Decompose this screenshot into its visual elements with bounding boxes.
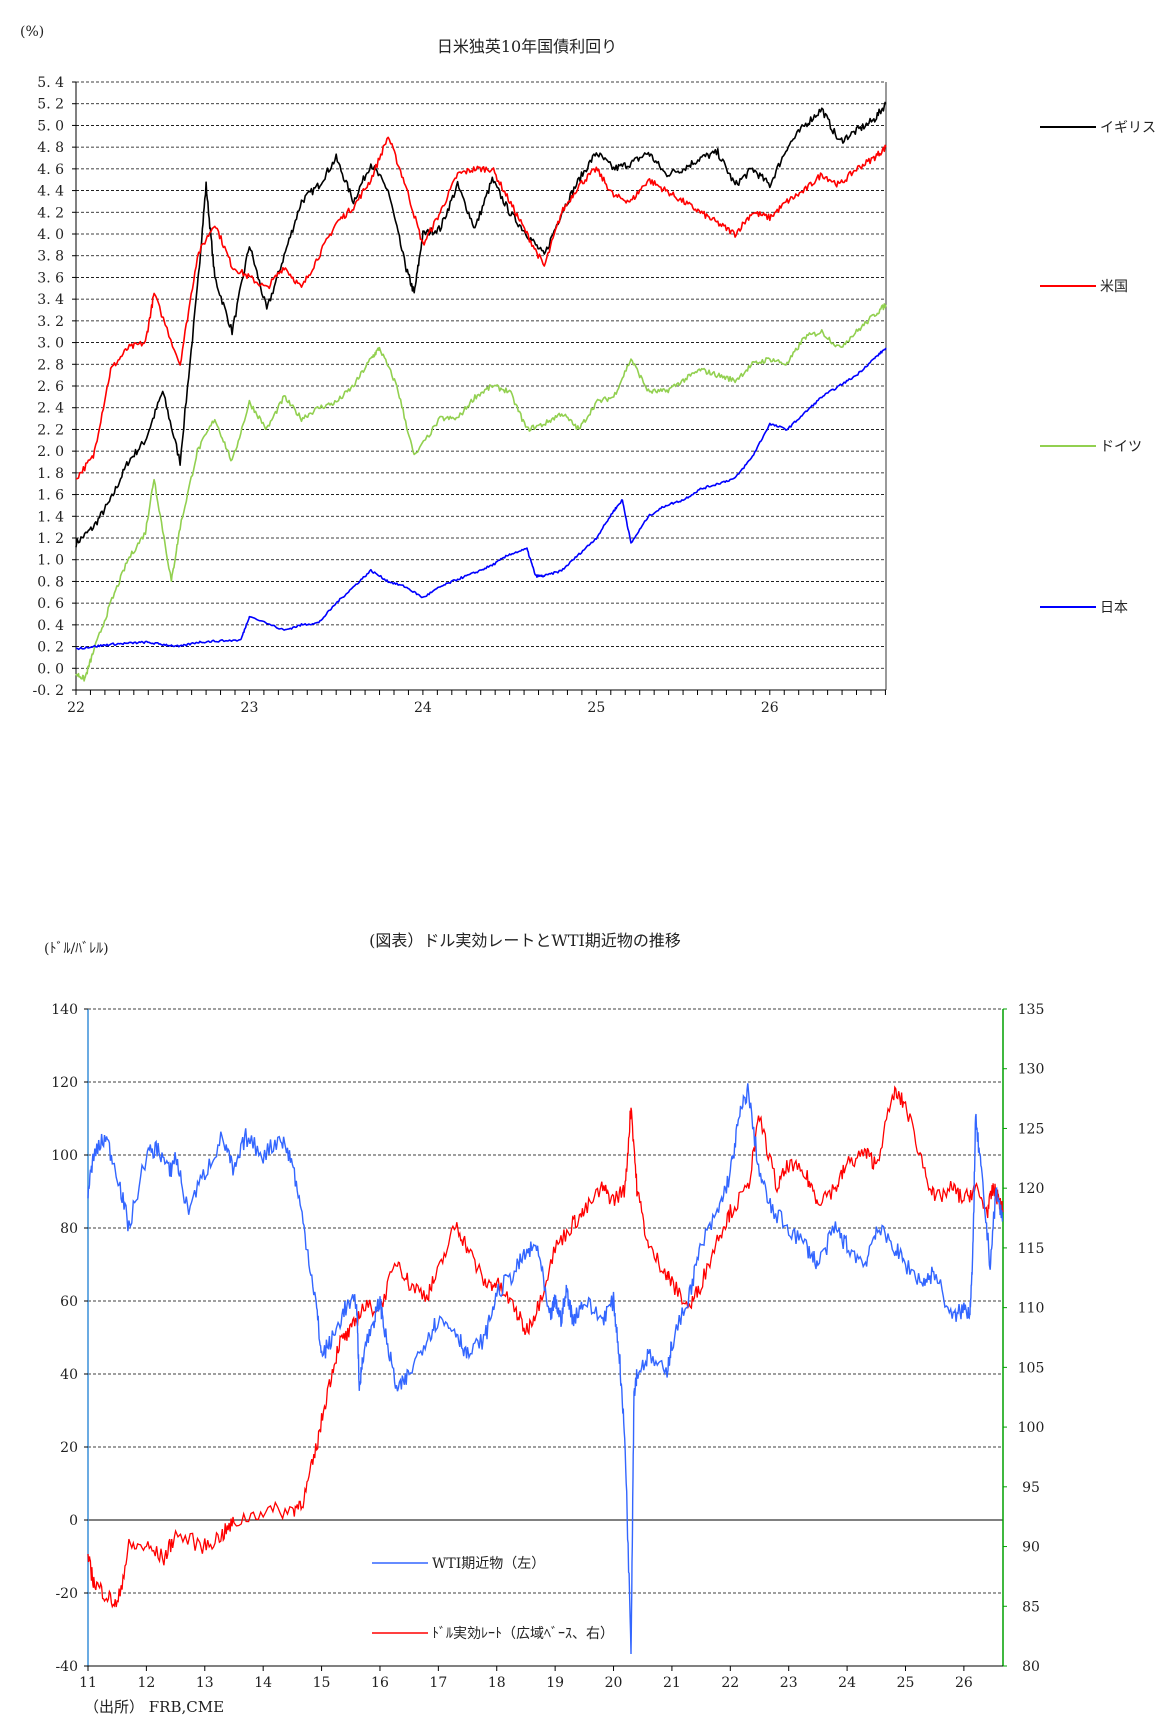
- y-tick-label: 0: [69, 1513, 78, 1529]
- x-tick-label: 23: [780, 1675, 798, 1691]
- y-tick-label: 0. 2: [37, 640, 64, 656]
- y-tick-label: 20: [60, 1440, 78, 1456]
- y-tick-label: 5. 0: [37, 118, 64, 134]
- chart1-legend: イギリス 米国 ドイツ 日本: [1040, 120, 1156, 616]
- y-tick-label: 120: [51, 1075, 78, 1091]
- x-tick-label: 26: [955, 1675, 973, 1691]
- x-tick-label: 12: [137, 1675, 155, 1691]
- y2-tick-label: 125: [1018, 1121, 1045, 1137]
- y-tick-label: 3. 4: [37, 292, 64, 308]
- y2-tick-label: 85: [1022, 1599, 1040, 1615]
- legend-jp-label: 日本: [1100, 600, 1128, 616]
- y-tick-label: 5. 2: [37, 97, 64, 113]
- y2-tick-label: 120: [1018, 1181, 1045, 1197]
- y-tick-label: 3. 0: [37, 336, 64, 352]
- y-tick-label: 5. 4: [37, 75, 64, 91]
- y-tick-label: -0. 2: [33, 683, 64, 699]
- x-tick-label: 22: [721, 1675, 739, 1691]
- x-tick-label: 13: [196, 1675, 214, 1691]
- y-tick-label: 2. 0: [37, 444, 64, 460]
- y2-tick-label: 80: [1022, 1659, 1040, 1675]
- y-tick-label: 4. 0: [37, 227, 64, 243]
- legend-wti-label: WTI期近物（左）: [432, 1556, 545, 1572]
- y-tick-label: 1. 2: [37, 531, 64, 547]
- legend-uk-label: イギリス: [1100, 120, 1156, 136]
- legend-usd-label: ﾄﾞﾙ実効ﾚｰﾄ（広域ﾍﾞｰｽ、右）: [432, 1626, 614, 1642]
- y2-tick-label: 135: [1018, 1002, 1045, 1018]
- y-tick-label: 0. 0: [37, 661, 64, 677]
- y2-tick-label: 90: [1022, 1540, 1040, 1556]
- x-tick-label: 24: [838, 1675, 856, 1691]
- x-tick-label: 23: [241, 700, 259, 716]
- y-tick-label: 1. 0: [37, 553, 64, 569]
- x-tick-label: 25: [587, 700, 605, 716]
- y-tick-label: 40: [60, 1367, 78, 1383]
- y-tick-label: 2. 4: [37, 401, 64, 417]
- legend-de-label: ドイツ: [1100, 439, 1142, 455]
- y-tick-label: 2. 2: [37, 422, 64, 438]
- y-tick-label: 2. 8: [37, 357, 64, 373]
- x-tick-label: 20: [605, 1675, 623, 1691]
- x-tick-label: 17: [429, 1675, 447, 1691]
- series-line: [75, 303, 887, 682]
- series-line: [75, 101, 887, 548]
- x-tick-label: 22: [67, 700, 85, 716]
- x-tick-label: 15: [313, 1675, 331, 1691]
- x-tick-label: 24: [414, 700, 432, 716]
- series-line: [75, 347, 887, 651]
- y2-tick-label: 95: [1022, 1480, 1040, 1496]
- y-tick-label: -20: [55, 1586, 78, 1602]
- y-tick-label: 3. 6: [37, 270, 64, 286]
- x-tick-label: 26: [761, 700, 779, 716]
- x-tick-label: 18: [488, 1675, 506, 1691]
- y-tick-label: 1. 4: [37, 509, 64, 525]
- y2-tick-label: 100: [1018, 1420, 1045, 1436]
- chart1-title: 日米独英10年国債利回り: [437, 37, 617, 56]
- y-tick-label: 4. 2: [37, 205, 64, 221]
- x-tick-label: 19: [546, 1675, 564, 1691]
- y-tick-label: 60: [60, 1294, 78, 1310]
- series-line-wti: [87, 1083, 1004, 1655]
- y-tick-label: 140: [51, 1002, 78, 1018]
- chart2-legend: WTI期近物（左） ﾄﾞﾙ実効ﾚｰﾄ（広域ﾍﾞｰｽ、右）: [372, 1556, 614, 1642]
- chart2-ylabel: (ﾄﾞﾙ/ﾊﾞﾚﾙ): [44, 941, 109, 957]
- y2-tick-label: 130: [1018, 1062, 1045, 1078]
- series-line-usd: [87, 1085, 1004, 1609]
- y2-tick-label: 115: [1018, 1241, 1045, 1257]
- y-tick-label: 1. 6: [37, 488, 64, 504]
- y-tick-label: 4. 6: [37, 162, 64, 178]
- y-tick-label: 4. 8: [37, 140, 64, 156]
- y-tick-label: 0. 6: [37, 596, 64, 612]
- y-tick-label: 1. 8: [37, 466, 64, 482]
- x-tick-label: 21: [663, 1675, 681, 1691]
- y-tick-label: 0. 4: [37, 618, 64, 634]
- y2-tick-label: 105: [1018, 1360, 1045, 1376]
- x-tick-label: 14: [254, 1675, 272, 1691]
- source-note: （出所） FRB,CME: [84, 1698, 225, 1716]
- legend-us-label: 米国: [1100, 279, 1128, 295]
- yield-chart: (%) 日米独英10年国債利回り -0. 2 0. 0 0. 2 0. 4 0. 6 0.…: [20, 24, 1156, 716]
- x-tick-label: 25: [897, 1675, 915, 1691]
- series-line: [75, 136, 887, 480]
- y-tick-label: 2. 6: [37, 379, 64, 395]
- y-tick-label: 3. 2: [37, 314, 64, 330]
- y2-tick-label: 110: [1018, 1301, 1045, 1317]
- y-tick-label: 4. 4: [37, 184, 64, 200]
- chart2-title: (図表）ドル実効レートとWTI期近物の推移: [369, 931, 681, 950]
- y-tick-label: 80: [60, 1221, 78, 1237]
- y-tick-label: 3. 8: [37, 249, 64, 265]
- y-tick-label: -40: [55, 1659, 78, 1675]
- x-tick-label: 16: [371, 1675, 389, 1691]
- x-tick-label: 11: [79, 1675, 97, 1691]
- y-tick-label: 0. 8: [37, 574, 64, 590]
- chart1-ylabel: (%): [20, 24, 44, 40]
- y-tick-label: 100: [51, 1148, 78, 1164]
